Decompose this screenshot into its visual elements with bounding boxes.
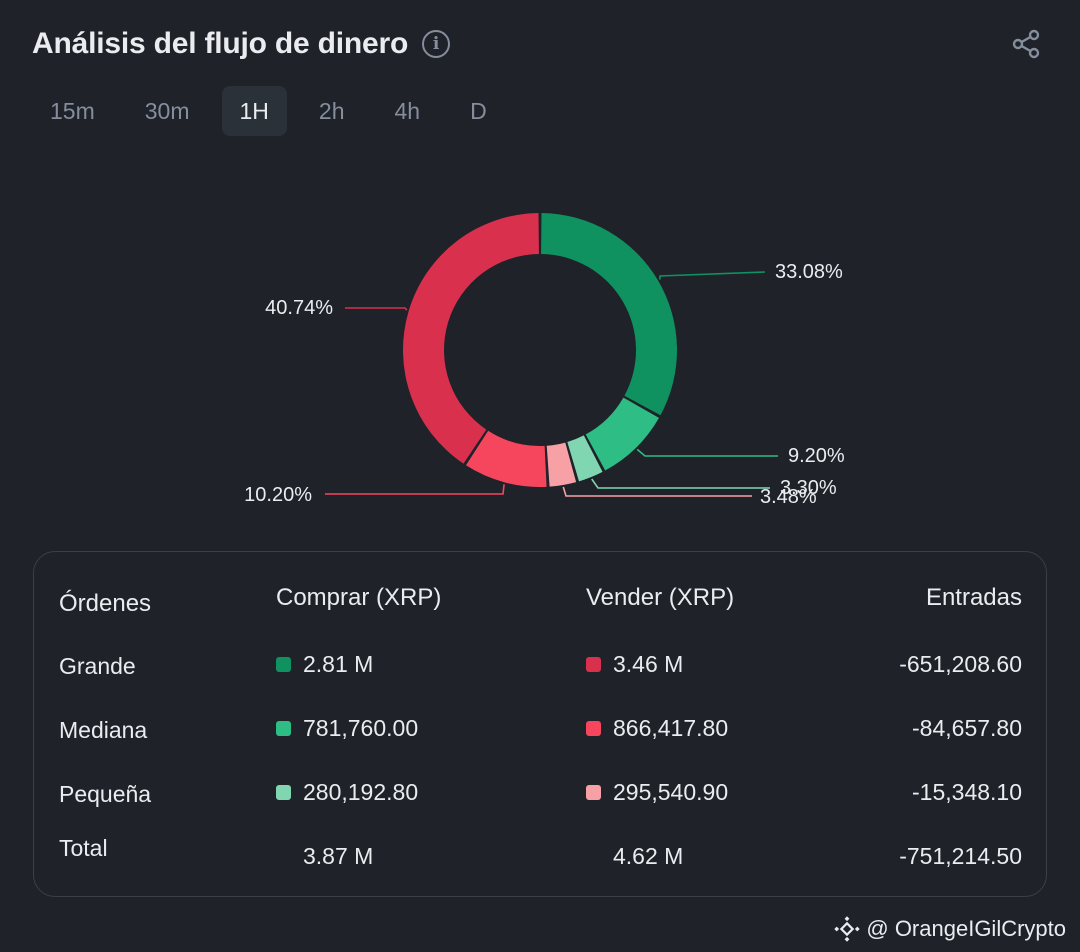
table-row-large: Grande 2.81 M 3.46 M -651,208.60 bbox=[34, 644, 1046, 684]
donut-slice[interactable] bbox=[585, 397, 659, 471]
tab-d[interactable]: D bbox=[470, 97, 487, 124]
header-orders: Órdenes bbox=[59, 590, 152, 617]
slice-leader-line bbox=[325, 484, 505, 495]
share-icon[interactable] bbox=[1010, 28, 1042, 60]
header-buy: Comprar (XRP) bbox=[276, 584, 442, 611]
inflow-value: -651,208.60 bbox=[899, 650, 1022, 677]
slice-leader-line bbox=[591, 478, 770, 489]
row-label: Mediana bbox=[59, 716, 148, 743]
slice-leader-line bbox=[562, 486, 752, 497]
row-label: Total bbox=[59, 834, 108, 861]
donut-slice[interactable] bbox=[541, 213, 677, 416]
donut-slice[interactable] bbox=[546, 442, 577, 487]
sell-value: 866,417.80 bbox=[586, 708, 728, 748]
slice-label: 3.48% bbox=[760, 486, 817, 508]
header-sell: Vender (XRP) bbox=[586, 584, 735, 611]
sell-value: 3.46 M bbox=[586, 644, 683, 684]
inflow-value: -15,348.10 bbox=[912, 778, 1022, 805]
row-label: Pequeña bbox=[59, 780, 152, 807]
slice-leader-line bbox=[659, 271, 766, 280]
slice-label: 33.08% bbox=[775, 261, 843, 283]
sell-color-swatch bbox=[586, 784, 601, 800]
buy-value: 2.81 M bbox=[276, 644, 373, 684]
slice-label: 3.30% bbox=[780, 477, 837, 499]
tab-1h[interactable]: 1H bbox=[221, 86, 287, 136]
orders-table: Órdenes Comprar (XRP) Vender (XRP) Entra… bbox=[33, 551, 1047, 897]
sell-color-swatch bbox=[586, 656, 601, 672]
buy-total: 3.87 M bbox=[303, 842, 374, 869]
slice-leader-line bbox=[636, 448, 778, 457]
tab-2h[interactable]: 2h bbox=[318, 97, 345, 124]
slice-label: 10.20% bbox=[244, 484, 312, 506]
table-row-small: Pequeña 280,192.80 295,540.90 -15,348.10 bbox=[34, 772, 1046, 812]
sell-total: 4.62 M bbox=[613, 842, 684, 869]
donut-slice[interactable] bbox=[567, 435, 603, 482]
table-header-row: Órdenes Comprar (XRP) Vender (XRP) Entra… bbox=[34, 582, 1046, 622]
watermark-text: @ OrangeIGilCrypto bbox=[866, 916, 1066, 941]
tab-4h[interactable]: 4h bbox=[394, 97, 421, 124]
inflow-total: -751,214.50 bbox=[899, 842, 1022, 869]
buy-color-swatch bbox=[276, 656, 291, 672]
inflow-value: -84,657.80 bbox=[912, 714, 1022, 741]
buy-color-swatch bbox=[276, 720, 291, 736]
buy-value: 280,192.80 bbox=[276, 772, 418, 812]
header: Análisis del flujo de dinero i bbox=[32, 20, 1048, 68]
row-label: Grande bbox=[59, 652, 136, 679]
tab-30m[interactable]: 30m bbox=[144, 97, 190, 124]
buy-value: 781,760.00 bbox=[276, 708, 418, 748]
header-inflow: Entradas bbox=[925, 584, 1022, 611]
donut-svg: 33.08% 9.20% 3.30%3.48% 10.20% 40.74% bbox=[244, 213, 845, 508]
sell-value: 295,540.90 bbox=[586, 772, 728, 812]
page-title: Análisis del flujo de dinero bbox=[32, 27, 409, 60]
watermark: @ OrangeIGilCrypto bbox=[834, 916, 1066, 942]
donut-slice[interactable] bbox=[403, 213, 539, 464]
tab-15m[interactable]: 15m bbox=[50, 97, 95, 124]
slice-leader-line bbox=[345, 307, 408, 311]
timeframe-tabs: 15m 30m 1H 2h 4h D bbox=[32, 86, 519, 136]
table-row-total: Total 3.87 M 4.62 M -751,214.50 bbox=[34, 830, 1046, 870]
slice-label: 9.20% bbox=[788, 445, 845, 467]
table-row-medium: Mediana 781,760.00 866,417.80 -84,657.80 bbox=[34, 708, 1046, 748]
binance-icon bbox=[834, 916, 861, 942]
slice-label: 40.74% bbox=[265, 297, 333, 319]
info-icon[interactable]: i bbox=[422, 30, 451, 58]
buy-color-swatch bbox=[276, 784, 291, 800]
money-flow-donut-chart: 33.08% 9.20% 3.30% 3.48% 10.20% 40.74% bbox=[0, 180, 1080, 540]
sell-color-swatch bbox=[586, 720, 601, 736]
donut-slice[interactable] bbox=[465, 430, 547, 487]
